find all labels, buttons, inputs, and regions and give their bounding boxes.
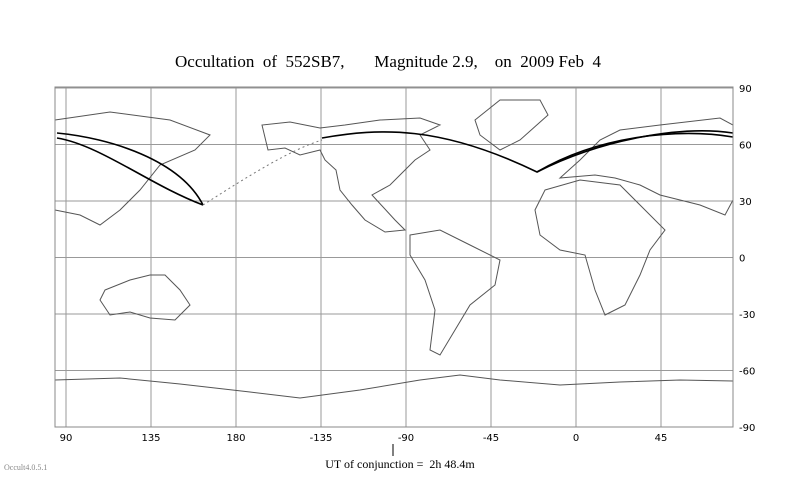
eurasia-west (558, 117, 734, 216)
y-tick-label: -90 (739, 423, 755, 434)
x-tick-label: 0 (573, 433, 579, 444)
y-tick-label: 90 (739, 84, 752, 95)
africa (534, 179, 666, 316)
path-limit (321, 130, 734, 173)
path-limit (56, 132, 204, 206)
y-tick-label: -60 (739, 367, 755, 378)
antarctica (54, 374, 734, 399)
south-america (409, 229, 501, 356)
coastlines (54, 99, 734, 399)
x-tick-label: 180 (226, 433, 245, 444)
path-gap (202, 139, 323, 206)
y-tick-label: 60 (739, 140, 752, 151)
y-tick-label: 30 (739, 197, 752, 208)
y-tick-label: -30 (739, 310, 755, 321)
conjunction-label: UT of conjunction = 2h 48.4m (325, 457, 475, 471)
path-limit (56, 137, 204, 206)
north-america (261, 117, 442, 233)
x-tick-label: 90 (60, 433, 73, 444)
x-tick-label: 135 (141, 433, 160, 444)
occultation-path (56, 130, 734, 206)
x-tick-label: -90 (398, 433, 414, 444)
x-tick-label: -45 (483, 433, 499, 444)
map-frame (54, 86, 734, 428)
australia (99, 274, 191, 321)
y-tick-label: 0 (739, 254, 745, 265)
map-title: Occultation of 552SB7, Magnitude 2.9, on… (175, 52, 601, 71)
path-limit (536, 132, 734, 173)
version-label: Occult4.0.5.1 (4, 463, 47, 472)
eurasia-east (54, 111, 211, 226)
x-tick-label: 45 (655, 433, 668, 444)
greenland (474, 99, 549, 151)
x-tick-label: -135 (310, 433, 333, 444)
